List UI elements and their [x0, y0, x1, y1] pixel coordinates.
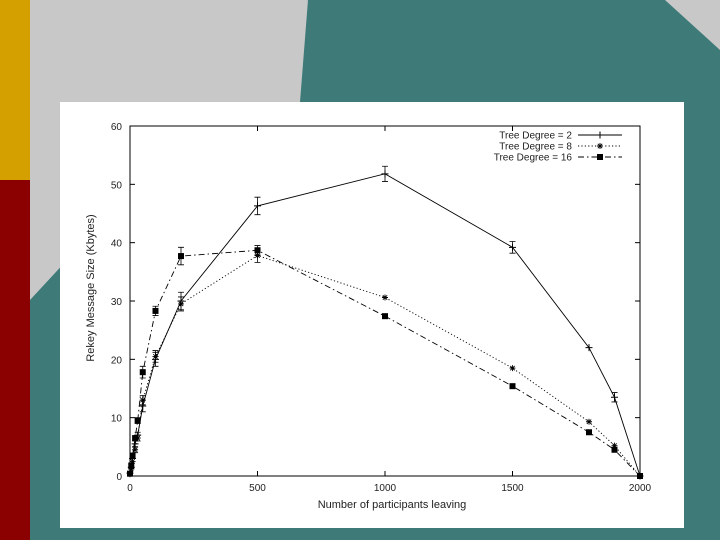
square-marker — [382, 313, 388, 320]
star-marker — [128, 466, 135, 472]
series-line-3 — [129, 249, 641, 477]
gray-wedge-top-mid — [200, 0, 308, 102]
plus-marker — [131, 440, 139, 448]
x-tick-label: 2000 — [629, 483, 652, 494]
y-tick-label: 60 — [111, 122, 123, 133]
square-marker — [139, 369, 146, 376]
square-marker — [127, 470, 133, 477]
legend-label: Tree Degree = 8 — [499, 142, 572, 153]
plus-marker — [585, 344, 593, 352]
square-marker — [134, 417, 141, 424]
x-axis-label: Number of participants leaving — [318, 499, 467, 511]
square-marker — [509, 383, 516, 390]
maroon-stripe — [0, 180, 30, 540]
y-tick-label: 40 — [111, 239, 123, 250]
x-tick-label: 1000 — [374, 483, 397, 494]
plus-marker — [596, 131, 604, 139]
line-chart: Rekey Message Size (Kbytes) Number of pa… — [85, 122, 652, 511]
star-marker — [597, 143, 603, 149]
plus-marker — [611, 393, 618, 401]
square-marker — [597, 154, 603, 160]
star-marker — [139, 397, 146, 404]
square-marker — [254, 247, 261, 254]
square-marker — [129, 452, 136, 459]
series-line-1 — [129, 173, 641, 477]
star-marker — [509, 365, 516, 372]
square-marker — [152, 307, 159, 314]
y-tick-label: 30 — [111, 297, 123, 308]
y-axis-label: Rekey Message Size (Kbytes) — [85, 214, 97, 361]
star-marker — [178, 300, 184, 307]
square-marker — [178, 253, 184, 260]
plus-marker — [509, 243, 516, 251]
x-tick-label: 500 — [249, 483, 266, 494]
series-line-2 — [129, 255, 641, 477]
plus-marker — [381, 170, 389, 178]
square-marker — [132, 435, 139, 442]
star-marker — [382, 294, 388, 301]
chart-panel: Rekey Message Size (Kbytes) Number of pa… — [60, 102, 684, 528]
star-marker — [132, 446, 139, 453]
legend-label: Tree Degree = 2 — [499, 131, 572, 142]
star-marker — [586, 418, 592, 425]
y-tick-label: 50 — [111, 180, 123, 191]
x-tick-label: 0 — [127, 483, 133, 494]
square-marker — [637, 473, 643, 479]
square-marker — [128, 462, 135, 469]
square-marker — [586, 429, 592, 436]
legend-label: Tree Degree = 16 — [494, 153, 573, 164]
star-marker — [611, 442, 618, 449]
star-marker — [129, 458, 136, 465]
y-tick-label: 20 — [111, 355, 123, 366]
square-marker — [611, 446, 618, 453]
y-tick-label: 0 — [116, 472, 122, 483]
y-tick-label: 10 — [111, 414, 123, 425]
star-marker — [254, 252, 261, 259]
gray-triangle-top-right — [665, 0, 720, 50]
gold-stripe — [0, 0, 30, 180]
plus-marker — [254, 202, 261, 210]
x-tick-label: 1500 — [501, 483, 524, 494]
star-marker — [152, 353, 159, 360]
